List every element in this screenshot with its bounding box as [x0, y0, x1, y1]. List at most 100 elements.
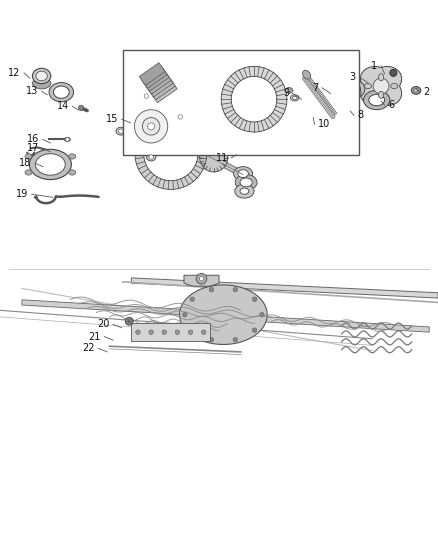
Ellipse shape	[340, 84, 361, 101]
Ellipse shape	[233, 167, 253, 181]
Ellipse shape	[69, 170, 76, 175]
Polygon shape	[200, 144, 228, 172]
Polygon shape	[151, 80, 177, 103]
Bar	[123, 50, 359, 155]
Ellipse shape	[235, 184, 254, 198]
Text: 18: 18	[19, 158, 32, 168]
Circle shape	[252, 328, 257, 332]
Ellipse shape	[345, 88, 356, 97]
Ellipse shape	[25, 170, 32, 175]
Ellipse shape	[287, 89, 291, 92]
Ellipse shape	[391, 84, 398, 88]
Text: 20: 20	[97, 319, 110, 329]
Ellipse shape	[332, 93, 350, 107]
Ellipse shape	[35, 154, 65, 175]
Text: 7: 7	[312, 83, 318, 93]
Bar	[131, 324, 210, 341]
Polygon shape	[231, 76, 277, 122]
Ellipse shape	[378, 74, 384, 81]
Circle shape	[188, 330, 193, 334]
Text: 9: 9	[283, 88, 289, 99]
Text: 14: 14	[57, 101, 69, 111]
Ellipse shape	[64, 138, 71, 142]
Circle shape	[233, 287, 237, 292]
Text: 21: 21	[88, 332, 101, 342]
Polygon shape	[131, 278, 438, 298]
Circle shape	[183, 312, 187, 317]
Circle shape	[252, 297, 257, 302]
Polygon shape	[141, 66, 167, 88]
Text: 1: 1	[371, 61, 378, 71]
Ellipse shape	[235, 174, 257, 190]
Circle shape	[260, 312, 264, 317]
Circle shape	[66, 138, 69, 141]
Text: 15: 15	[106, 115, 118, 124]
Text: 12: 12	[8, 68, 21, 78]
Ellipse shape	[378, 91, 384, 98]
Ellipse shape	[369, 94, 385, 106]
Circle shape	[148, 123, 155, 130]
Ellipse shape	[390, 69, 397, 76]
Polygon shape	[22, 300, 184, 314]
Polygon shape	[134, 110, 168, 143]
Ellipse shape	[32, 68, 51, 84]
Ellipse shape	[364, 84, 371, 88]
Polygon shape	[144, 126, 198, 181]
Circle shape	[178, 115, 183, 119]
Circle shape	[209, 287, 214, 292]
Ellipse shape	[411, 86, 421, 94]
Circle shape	[201, 330, 206, 334]
Bar	[0, 269, 438, 486]
Ellipse shape	[240, 188, 249, 194]
Ellipse shape	[238, 169, 248, 177]
Ellipse shape	[293, 96, 297, 99]
Ellipse shape	[414, 88, 418, 92]
Ellipse shape	[29, 149, 71, 180]
Circle shape	[175, 330, 180, 334]
Circle shape	[199, 277, 204, 281]
Text: 16: 16	[27, 134, 39, 144]
Ellipse shape	[340, 79, 365, 99]
Text: 19: 19	[16, 189, 28, 199]
Ellipse shape	[328, 90, 354, 110]
Text: 22: 22	[82, 343, 95, 353]
Ellipse shape	[285, 87, 293, 93]
Polygon shape	[254, 316, 429, 332]
Circle shape	[119, 129, 123, 133]
Polygon shape	[139, 63, 165, 85]
Text: 11: 11	[215, 153, 228, 163]
Ellipse shape	[116, 127, 126, 135]
Text: 17: 17	[27, 143, 39, 154]
Ellipse shape	[303, 103, 329, 125]
Ellipse shape	[345, 83, 360, 95]
Polygon shape	[180, 285, 267, 344]
Circle shape	[190, 328, 194, 332]
Text: 10: 10	[318, 119, 330, 129]
Ellipse shape	[323, 101, 336, 111]
Ellipse shape	[69, 154, 76, 159]
Ellipse shape	[49, 83, 74, 102]
Circle shape	[149, 330, 153, 334]
Ellipse shape	[141, 92, 151, 100]
Circle shape	[144, 94, 148, 98]
Polygon shape	[184, 275, 219, 286]
Circle shape	[196, 273, 207, 284]
Ellipse shape	[290, 95, 299, 101]
Circle shape	[142, 118, 160, 135]
Ellipse shape	[309, 108, 323, 120]
Ellipse shape	[25, 154, 32, 159]
Polygon shape	[360, 67, 402, 106]
Polygon shape	[147, 74, 173, 97]
Polygon shape	[125, 100, 177, 152]
Ellipse shape	[53, 86, 69, 98]
Circle shape	[373, 78, 389, 94]
Circle shape	[125, 317, 133, 325]
Ellipse shape	[318, 98, 341, 115]
Text: 6: 6	[388, 100, 394, 110]
Ellipse shape	[32, 78, 51, 89]
Ellipse shape	[303, 70, 311, 79]
Ellipse shape	[146, 153, 156, 161]
Circle shape	[136, 330, 140, 334]
Polygon shape	[149, 77, 175, 100]
Circle shape	[209, 337, 214, 342]
